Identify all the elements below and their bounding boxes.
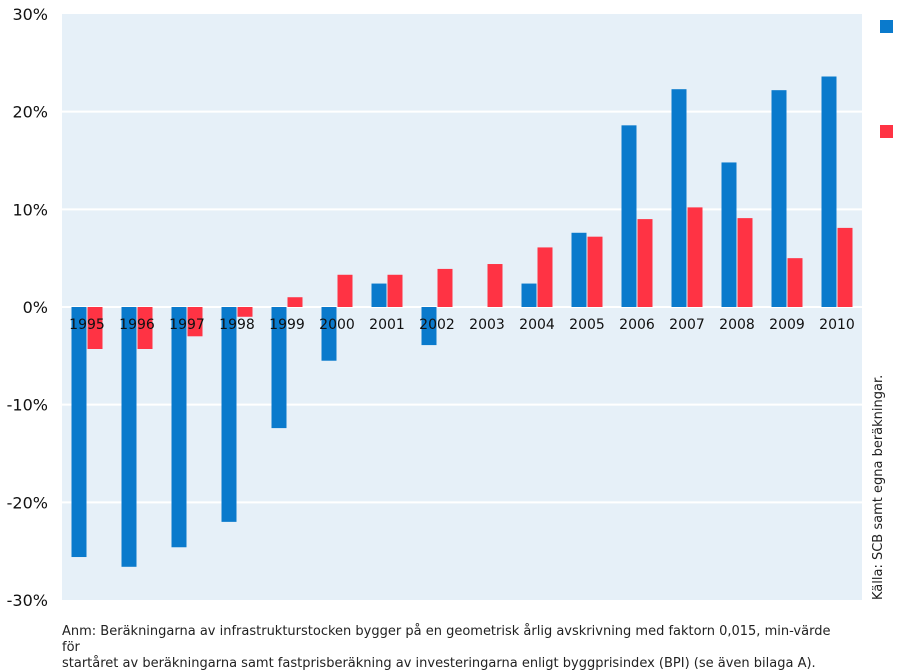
chart-note-line-1: Anm: Beräkningarna av infrastrukturstock… <box>62 624 831 655</box>
bar-series2 <box>187 307 203 337</box>
x-tick-label: 2008 <box>719 317 755 333</box>
bar-series1 <box>671 89 687 307</box>
source-label: Källa: SCB samt egna beräkningar. <box>871 374 886 600</box>
bar-series2 <box>537 247 553 307</box>
x-tick-label: 2005 <box>569 317 605 333</box>
chart-note-line-2: startåret av beräkningarna samt fastpris… <box>62 656 816 671</box>
bar-series2 <box>237 307 253 317</box>
bar-series1 <box>171 307 187 548</box>
bar-series2 <box>487 264 503 307</box>
bar-series2 <box>787 258 803 307</box>
x-tick-label: 2001 <box>369 317 405 333</box>
bars <box>71 76 853 567</box>
bar-series2 <box>737 218 753 307</box>
bar-series1 <box>71 307 87 558</box>
bar-series1 <box>771 90 787 308</box>
bar-series1 <box>221 307 237 522</box>
x-tick-label: 2007 <box>669 317 705 333</box>
x-tick-label: 2000 <box>319 317 355 333</box>
y-tick-label: -20% <box>7 493 48 512</box>
y-tick-label: -30% <box>7 591 48 610</box>
x-tick-label: 1999 <box>269 317 305 333</box>
bar-series2 <box>137 307 153 349</box>
bar-series2 <box>387 274 403 307</box>
bar-series2 <box>437 268 453 307</box>
bar-series1 <box>421 307 437 346</box>
bar-series1 <box>821 76 837 307</box>
bar-series1 <box>271 307 287 429</box>
legend <box>880 20 893 138</box>
legend-swatch <box>880 125 893 138</box>
y-tick-label: 30% <box>12 5 48 24</box>
chart-note: Anm: Beräkningarna av infrastrukturstock… <box>62 624 852 672</box>
x-tick-label: 1996 <box>119 317 155 333</box>
x-tick-label: 2002 <box>419 317 455 333</box>
y-tick-label: -10% <box>7 396 48 415</box>
legend-swatch <box>880 20 893 33</box>
bar-series2 <box>637 219 653 307</box>
y-tick-label: 0% <box>23 298 48 317</box>
x-tick-label: 1998 <box>219 317 255 333</box>
bar-series1 <box>721 162 737 307</box>
bar-series1 <box>321 307 337 361</box>
x-axis-tick-labels: 1995 1996 1997 1998 1999 2000 2001 2002 2003 2004… <box>69 317 855 333</box>
bar-series1 <box>621 125 637 307</box>
bar-series2 <box>87 307 103 349</box>
bar-series2 <box>587 236 603 307</box>
x-tick-label: 2009 <box>769 317 805 333</box>
x-tick-label: 1995 <box>69 317 105 333</box>
x-tick-label: 2006 <box>619 317 655 333</box>
bar-series2 <box>337 274 353 307</box>
bar-series1 <box>121 307 137 567</box>
y-tick-label: 20% <box>12 103 48 122</box>
bar-series2 <box>287 297 303 307</box>
bar-series1 <box>521 283 537 307</box>
bar-series2 <box>687 207 703 307</box>
x-tick-label: 1997 <box>169 317 205 333</box>
bar-series1 <box>371 283 387 307</box>
bar-series2 <box>837 227 853 307</box>
bar-series1 <box>571 232 587 307</box>
x-tick-label: 2003 <box>469 317 505 333</box>
y-tick-label: 10% <box>12 200 48 219</box>
x-tick-label: 2010 <box>819 317 855 333</box>
x-tick-label: 2004 <box>519 317 555 333</box>
y-axis-tick-labels: 30% 20% 10% 0% -10% -20% -30% <box>7 5 48 610</box>
